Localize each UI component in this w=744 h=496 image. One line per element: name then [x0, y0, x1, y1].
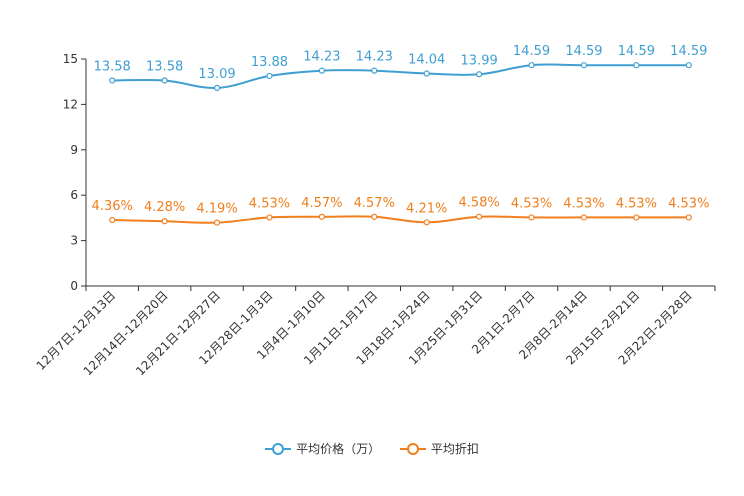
- series-0-line: [112, 63, 689, 89]
- series-1-data-label: 4.53%: [563, 196, 604, 211]
- legend-item-price[interactable]: 平均价格（万）: [265, 440, 380, 457]
- series-0-point: [528, 62, 535, 69]
- y-tick-label: 15: [63, 52, 78, 66]
- series-1-data-label: 4.53%: [616, 196, 657, 211]
- y-tick-label: 3: [70, 234, 78, 248]
- series-1-point: [580, 214, 588, 221]
- series-1-point: [161, 218, 168, 225]
- series-1-line: [112, 215, 689, 224]
- series-0-point: [371, 67, 378, 74]
- series-1-data-label: 4.53%: [511, 196, 552, 211]
- series-1-point: [266, 214, 273, 221]
- legend-price-label: 平均价格（万）: [296, 442, 381, 456]
- series-1-data-label: 4.19%: [196, 202, 237, 217]
- series-1-data-label: 4.53%: [249, 196, 290, 211]
- y-tick-label: 12: [63, 97, 78, 111]
- series-1-point: [528, 214, 535, 221]
- y-tick-label: 0: [70, 279, 78, 293]
- series-0-point: [580, 62, 588, 69]
- series-1-data-label: 4.58%: [458, 196, 499, 211]
- series-0-point: [266, 72, 273, 80]
- line-chart: 0369121512月7日-12月13日12月14日-12月20日12月21日-…: [34, 44, 716, 378]
- series-1-data-label: 4.57%: [301, 196, 342, 211]
- series-1-data-label: 4.53%: [668, 196, 709, 211]
- series-1-point: [685, 214, 692, 221]
- series-1-point: [423, 219, 430, 226]
- legend-price-marker-icon: [265, 442, 292, 456]
- series-0-point: [476, 71, 483, 78]
- series-0-point: [685, 62, 692, 69]
- y-tick-label: 6: [70, 188, 78, 202]
- series-0-point: [633, 62, 640, 69]
- series-1-data-label: 4.36%: [92, 199, 133, 214]
- series-0-data-label: 13.99: [461, 53, 498, 68]
- series-1-point: [633, 214, 640, 221]
- series-1-point: [213, 219, 221, 226]
- series-0-data-label: 14.59: [618, 44, 655, 59]
- series-0-point: [213, 84, 221, 92]
- series-1-point: [109, 216, 116, 224]
- series-0-data-label: 14.23: [356, 50, 393, 65]
- series-0-data-label: 13.58: [146, 59, 183, 74]
- series-0-point: [423, 70, 430, 77]
- series-0-data-label: 13.88: [251, 55, 288, 70]
- series-0-data-label: 14.59: [670, 44, 707, 59]
- series-1-point: [318, 213, 325, 220]
- series-0-point: [161, 77, 168, 84]
- legend-discount-marker-icon: [399, 442, 426, 456]
- series-1-data-label: 4.57%: [354, 196, 395, 211]
- series-0-point: [109, 77, 116, 84]
- series-1-point: [371, 213, 378, 220]
- series-1-data-label: 4.21%: [406, 201, 447, 216]
- series-1-point: [476, 213, 483, 220]
- series-0-data-label: 14.59: [565, 44, 602, 59]
- series-0-data-label: 14.59: [513, 44, 550, 59]
- series-0-data-label: 14.23: [303, 50, 340, 65]
- y-tick-label: 9: [70, 143, 78, 157]
- series-0-data-label: 13.09: [198, 67, 235, 82]
- legend-item-discount[interactable]: 平均折扣: [399, 440, 479, 457]
- legend-discount-label: 平均折扣: [430, 442, 479, 456]
- series-0-data-label: 14.04: [408, 53, 445, 68]
- series-0-point: [318, 67, 325, 74]
- series-0-data-label: 13.58: [94, 59, 131, 74]
- series-1-data-label: 4.28%: [144, 200, 185, 215]
- chart-legend: 平均价格（万） 平均折扣: [0, 440, 744, 459]
